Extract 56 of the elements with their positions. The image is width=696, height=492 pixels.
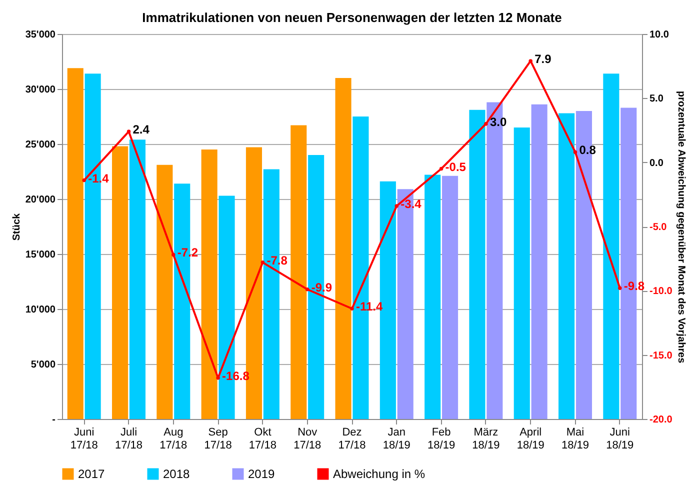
y-tick-label: 5'000 [30,360,56,370]
legend-label: 2018 [163,467,190,481]
data-label: -9.8 [624,279,645,294]
x-tick-label: Mai 18/19 [561,426,590,452]
point [82,178,86,182]
point [573,150,578,154]
data-label: 3.0 [490,114,507,129]
y-axis-title: Stück [11,212,22,241]
x-tick-label: Dez 17/18 [338,426,366,452]
x-tick-label: Aug 17/18 [160,426,188,452]
x-tick-label: Jan 18/19 [382,426,410,452]
y2-tick-label: -10.0 [650,286,673,298]
y-tick-label: 25'000 [25,140,56,150]
point [305,288,310,292]
point [484,122,488,126]
y2-tick-label: -15.0 [650,350,673,362]
data-label: 0.8 [579,143,596,158]
legend-label: Abweichung in % [333,467,426,481]
data-label: -16.8 [222,368,250,383]
y-tick-label: 30'000 [25,84,56,96]
data-label: 2.4 [132,122,150,137]
point [528,59,532,63]
x-tick-label: Nov 17/18 [294,426,322,452]
data-label: 7.9 [534,52,552,66]
y2-axis-title: prozentuale Abweichung gegenüber Monat des Vorjahres [675,90,686,364]
chart-title: Immatrikulationen von neuen Personenwagen der letzten 12 Monate [142,10,562,25]
x-tick-label: Feb 18/19 [428,426,456,452]
y2-tick-label: -5.0 [650,222,668,233]
data-label: -3.4 [400,196,422,211]
y2-tick-label: 10.0 [650,30,670,40]
point [216,376,220,380]
y-tick-label: 10'000 [25,304,56,316]
legend-label: 2019 [248,467,276,481]
y2-tick-label: -20.0 [650,414,673,426]
point [439,166,444,171]
legend-label: 2017 [78,467,106,481]
x-tick-label: Juni 17/18 [70,426,98,452]
x-tick-label: Juli 17/18 [114,426,143,452]
y2-tick-label: 0.0 [650,158,664,169]
x-tick-label: Sep 17/18 [204,426,232,452]
data-label: -0.5 [445,160,466,174]
y-tick-label: 20'000 [25,194,56,206]
x-tick-label: Juni 18/19 [606,426,634,452]
y-tick-label: 15'000 [25,250,56,260]
x-tick-label: Okt 17/18 [248,426,276,452]
point [126,130,131,134]
x-tick-label: April 18/19 [516,426,544,452]
x-tick-label: März 18/19 [472,426,500,452]
y-tick-label: - [52,414,56,426]
point [260,260,265,264]
point [172,252,176,257]
point [618,286,622,290]
y-tick-label: 35'000 [25,30,56,40]
point [350,306,354,310]
y2-tick-label: 5.0 [650,94,664,105]
point [394,204,399,208]
